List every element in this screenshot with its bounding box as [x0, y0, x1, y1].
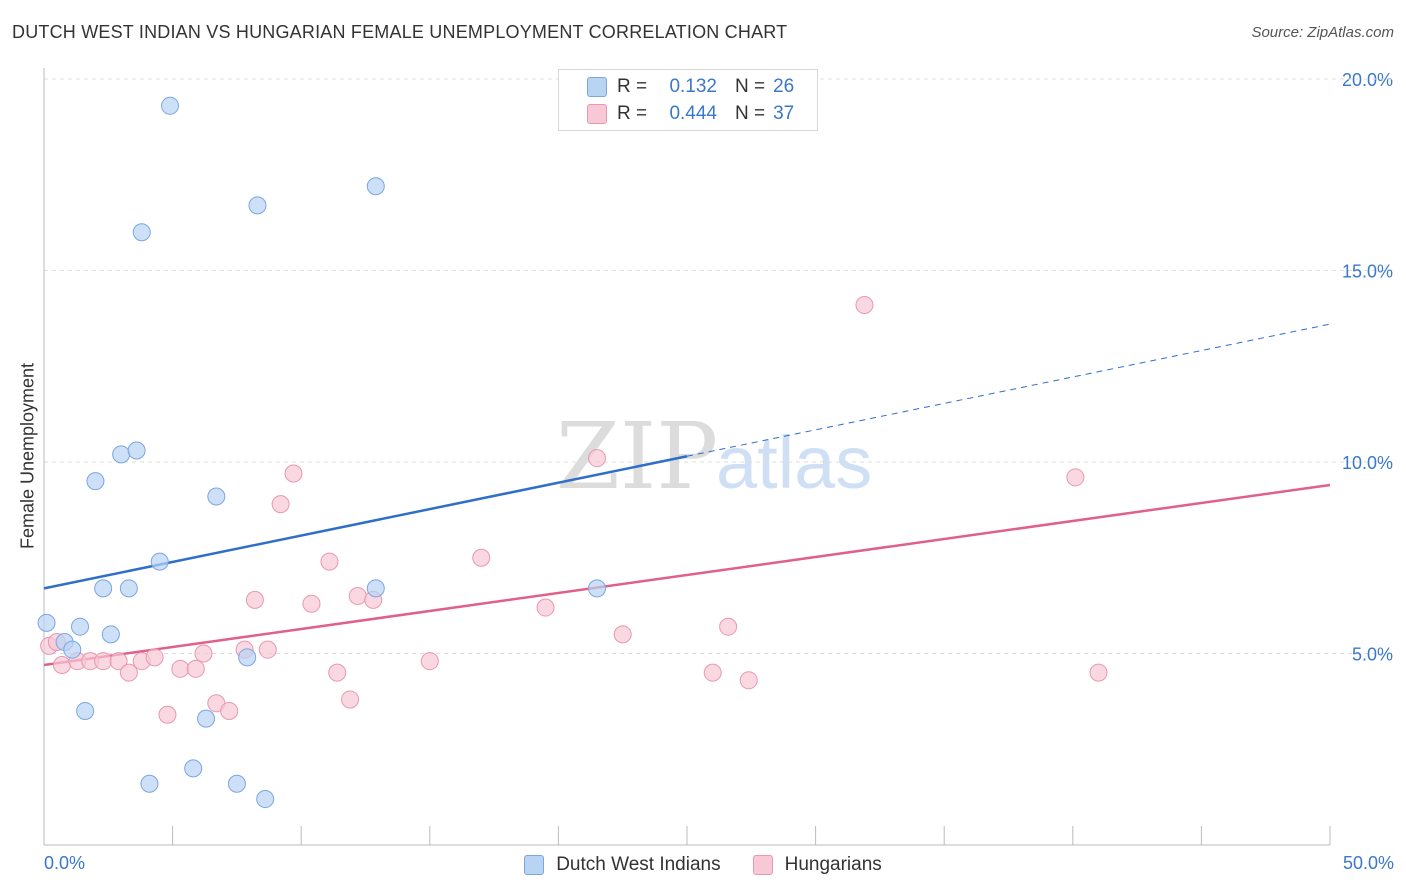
legend-item-dutch-west-indians[interactable]: Dutch West Indians: [524, 854, 721, 876]
hungarian-point: [220, 701, 239, 720]
dutch-west-indian-point: [184, 759, 203, 778]
dutch-west-indian-point: [71, 617, 90, 636]
dutch-west-indian-point: [256, 790, 275, 809]
hungarian-point: [245, 590, 264, 609]
dutch-west-indian-point: [94, 579, 113, 598]
blue-swatch: [587, 77, 607, 97]
dutch-west-indian-point: [366, 579, 385, 598]
hungarian-point: [53, 655, 72, 674]
legend-n-value: 37: [773, 103, 795, 124]
legend-r-value: 0.132: [669, 76, 717, 97]
hungarian-point: [1089, 663, 1108, 682]
hungarian-point: [94, 652, 113, 671]
hungarian-point: [703, 663, 722, 682]
correlation-legend: R = 0.132 N = 26 R = 0.444 N = 37: [558, 69, 818, 131]
hungarian-point: [739, 671, 758, 690]
legend-n-value: 26: [773, 76, 795, 97]
y-tick-label: 10.0%: [1342, 453, 1393, 473]
hungarian-point: [145, 648, 164, 667]
dutch-west-indian-point: [127, 441, 146, 460]
dutch-west-indian-point: [366, 177, 385, 196]
trend-line-dashed: [686, 323, 1331, 457]
watermark-zip: ZIP: [556, 403, 718, 510]
legend-r-label: R =: [617, 76, 648, 97]
dutch-west-indian-point: [86, 472, 105, 491]
series-legend: Dutch West Indians Hungarians: [0, 851, 1406, 879]
hungarian-point: [719, 617, 738, 636]
hungarian-point: [472, 548, 491, 567]
hungarian-point: [420, 652, 439, 671]
dutch-west-indian-point: [63, 640, 82, 659]
hungarian-point: [158, 705, 177, 724]
legend-r-value: 0.444: [669, 103, 717, 124]
hungarian-point: [341, 690, 360, 709]
legend-label: Hungarians: [784, 854, 882, 875]
dutch-west-indian-point: [248, 196, 267, 215]
source-label: Source: ZipAtlas.com: [1251, 24, 1394, 41]
dutch-west-indian-point: [197, 709, 216, 728]
hungarian-point: [302, 594, 321, 613]
y-tick-label: 15.0%: [1342, 262, 1393, 282]
hungarian-point: [194, 644, 213, 663]
dutch-west-indian-point: [140, 774, 159, 793]
dutch-west-indian-point: [132, 223, 151, 242]
pink-swatch: [752, 855, 773, 875]
x-tick-label-max: 50.0%: [1342, 853, 1394, 873]
legend-n-label: N =: [735, 76, 766, 97]
dutch-west-indian-point: [161, 96, 180, 115]
hungarian-point: [348, 587, 367, 606]
trend-line: [43, 483, 1331, 667]
dutch-west-indian-point: [37, 613, 56, 632]
dutch-west-indian-point: [101, 625, 120, 644]
dutch-west-indian-point: [587, 579, 606, 598]
dutch-west-indian-point: [227, 774, 246, 793]
dutch-west-indian-point: [119, 579, 138, 598]
x-tick-label-min: 0.0%: [44, 853, 86, 873]
legend-row-hungarians: R = 0.444 N = 37: [587, 102, 794, 126]
dutch-west-indian-point: [112, 445, 131, 464]
hungarian-point: [258, 640, 277, 659]
hungarian-point: [284, 464, 303, 483]
hungarian-point: [171, 659, 190, 678]
legend-item-hungarians[interactable]: Hungarians: [752, 854, 882, 876]
y-tick-label: 20.0%: [1342, 70, 1393, 90]
hungarian-point: [855, 295, 874, 314]
hungarian-point: [536, 598, 555, 617]
hungarian-point: [613, 625, 632, 644]
hungarian-point: [119, 663, 138, 682]
hungarian-point: [320, 552, 339, 571]
watermark-atlas: atlas: [716, 421, 872, 504]
trend-line-solid: [43, 455, 688, 590]
y-tick-label: 5.0%: [1352, 645, 1393, 665]
dutch-west-indian-point: [150, 552, 169, 571]
legend-n-label: N =: [735, 103, 766, 124]
hungarian-point: [587, 449, 606, 468]
blue-swatch: [524, 855, 545, 875]
hungarian-point: [1066, 468, 1085, 487]
hungarian-point: [271, 495, 290, 514]
hungarian-point: [186, 659, 205, 678]
dutch-west-indian-point: [76, 701, 95, 720]
legend-label: Dutch West Indians: [556, 854, 721, 875]
pink-swatch: [587, 104, 607, 124]
dutch-west-indian-point: [238, 648, 257, 667]
legend-r-label: R =: [617, 103, 648, 124]
legend-row-dutch-west-indians: R = 0.132 N = 26: [587, 75, 794, 99]
hungarian-point: [109, 652, 128, 671]
hungarian-point: [328, 663, 347, 682]
chart-title: DUTCH WEST INDIAN VS HUNGARIAN FEMALE UN…: [12, 22, 788, 42]
dutch-west-indian-point: [207, 487, 226, 506]
